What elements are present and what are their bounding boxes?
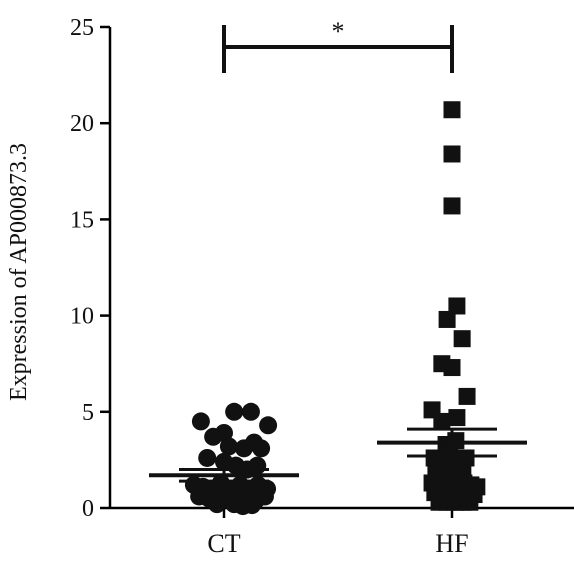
data-point-hf [433, 412, 451, 430]
data-points [184, 101, 486, 516]
significance-bracket: * [222, 17, 454, 73]
data-point-ct [208, 495, 226, 514]
y-tick-label: 0 [82, 496, 94, 522]
y-tick-label: 15 [70, 207, 94, 233]
data-point-ct [219, 437, 238, 456]
data-point-ct [252, 439, 271, 458]
significance-label: * [332, 17, 345, 46]
data-point-hf [438, 310, 456, 328]
mean-sem-bars [149, 427, 527, 483]
y-tick-label: 20 [70, 111, 94, 137]
x-category-label: CT [207, 529, 240, 558]
data-point-ct [259, 416, 278, 435]
data-point-ct [255, 487, 274, 506]
y-tick-label: 25 [70, 15, 94, 41]
data-point-ct [225, 402, 244, 421]
data-point-hf [453, 330, 471, 348]
data-point-hf [443, 145, 461, 163]
data-point-ct [191, 412, 210, 431]
data-point-ct [243, 496, 261, 515]
data-point-hf [458, 387, 476, 405]
y-tick-label: 5 [82, 400, 94, 426]
y-tick-label: 10 [70, 304, 94, 330]
data-point-hf [448, 409, 466, 427]
data-point-hf [443, 197, 461, 215]
y-axis-title: Expression of AP000873.3 [6, 143, 32, 401]
data-point-ct [198, 448, 217, 467]
data-point-hf [448, 297, 466, 315]
x-category-label: HF [435, 529, 468, 558]
data-point-hf [443, 359, 461, 377]
data-point-hf [443, 101, 461, 119]
data-point-ct [248, 456, 267, 475]
axes: 0 5 10 15 20 25 CT HF [70, 15, 574, 558]
data-point-hf [461, 493, 479, 511]
data-point-ct [241, 402, 260, 421]
